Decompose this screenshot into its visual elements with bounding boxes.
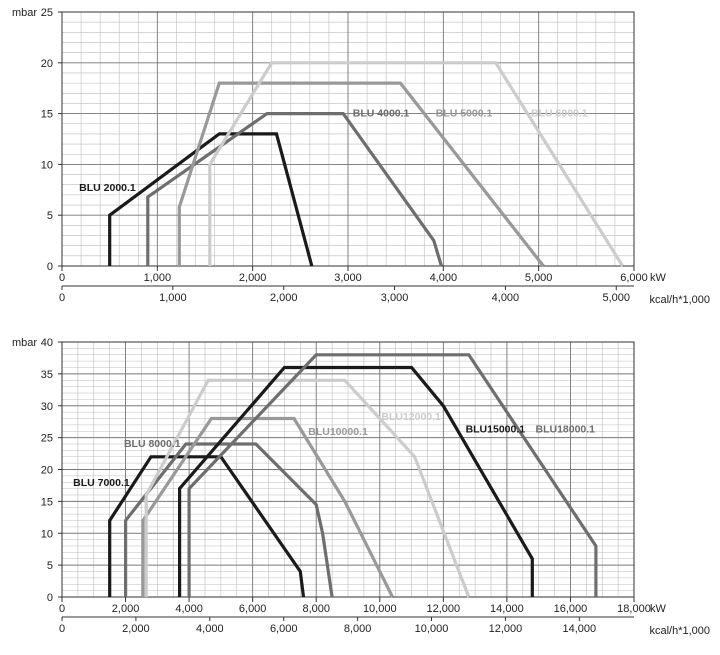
y-tick-label: 0 (47, 592, 53, 604)
x-tick-label: 18,000 (617, 603, 651, 615)
x-tick-label: 12,000 (427, 603, 461, 615)
y-tick-label: 40 (41, 337, 53, 349)
series-line-blu-5000-1 (177, 81, 545, 267)
x-tick-label: 4,000 (175, 603, 203, 615)
x2-tick-label: 5,000 (602, 292, 630, 304)
y-tick-label: 5 (47, 210, 53, 222)
x-tick-label: 14,000 (490, 603, 524, 615)
x2-tick-label: 14,000 (562, 623, 596, 635)
x2-tick-label: 6,000 (270, 623, 298, 635)
y-tick-label: 15 (41, 496, 53, 508)
x-axis-label: kW (650, 603, 667, 615)
x-tick-label: 0 (59, 603, 65, 615)
x-tick-label: 4,000 (430, 272, 458, 284)
y-tick-label: 0 (47, 261, 53, 273)
x2-tick-label: 4,000 (196, 623, 224, 635)
x-tick-label: 6,000 (239, 603, 267, 615)
x2-tick-label: 12,000 (489, 623, 523, 635)
x2-tick-label: 10,000 (415, 623, 449, 635)
x-tick-label: 10,000 (363, 603, 397, 615)
series-label: BLU 2000.1 (79, 182, 136, 194)
x-tick-label: 0 (59, 272, 65, 284)
series-label: BLU 6000.1 (531, 108, 588, 120)
y-tick-label: 10 (41, 528, 53, 540)
x2-tick-label: 2,000 (270, 292, 298, 304)
y-tick-label: 25 (41, 7, 53, 19)
x-tick-label: 3,000 (334, 272, 362, 284)
y-tick-label: 20 (41, 465, 53, 477)
y-tick-label: 15 (41, 109, 53, 121)
x2-tick-label: 0 (59, 292, 65, 304)
series-line-blu18000-1 (187, 353, 598, 597)
series-line-blu10000-1 (141, 416, 394, 598)
y-tick-label: 5 (47, 560, 53, 572)
series-label: BLU 8000.1 (124, 438, 181, 450)
series-label: BLU10000.1 (308, 426, 368, 438)
x-tick-label: 2,000 (112, 603, 140, 615)
series-label: BLU 4000.1 (353, 108, 410, 120)
y-tick-label: 35 (41, 369, 53, 381)
y-tick-label: 10 (41, 159, 53, 171)
series-label: BLU15000.1 (466, 424, 526, 436)
x-tick-label: 8,000 (302, 603, 330, 615)
series-line-blu-4000-1 (146, 111, 443, 267)
x-axis-label: kW (650, 272, 667, 284)
x2-tick-label: 8,000 (344, 623, 372, 635)
x-tick-label: 2,000 (239, 272, 267, 284)
x2-tick-label: 3,000 (381, 292, 409, 304)
x-tick-label: 1,000 (144, 272, 172, 284)
y-tick-label: 25 (41, 433, 53, 445)
x2-tick-label: 0 (59, 623, 65, 635)
y-tick-label: 20 (41, 58, 53, 70)
y-tick-label: 30 (41, 401, 53, 413)
series-label: BLU12000.1 (381, 411, 441, 423)
series-line-blu-8000-1 (123, 442, 334, 598)
series-label: BLU 5000.1 (436, 108, 493, 120)
series-label: BLU 7000.1 (73, 477, 130, 489)
x-tick-label: 16,000 (554, 603, 588, 615)
x-tick-label: 5,000 (525, 272, 553, 284)
chart-2: 0 5 10 15 20 25 30 35 40 mbar 0 2,000 4,000 6,000 8,00… (12, 337, 710, 637)
x2-axis-label: kcal/h*1,000 (649, 294, 710, 306)
series-line-blu12000-1 (144, 378, 471, 598)
chart-1: 0 5 10 15 20 25 mbar 0 1,000 2,000 3,000 4,000 5,000… (12, 7, 710, 306)
x2-tick-label: 4,000 (492, 292, 520, 304)
series-line-blu-6000-1 (208, 61, 624, 267)
x2-tick-label: 1,000 (159, 292, 187, 304)
y-axis-label: mbar (12, 7, 37, 19)
x2-axis-label: kcal/h*1,000 (649, 625, 710, 637)
series-line-blu-2000-1 (108, 132, 314, 267)
series-label: BLU18000.1 (535, 424, 595, 436)
x2-tick-label: 2,000 (122, 623, 150, 635)
y-axis-label: mbar (12, 337, 37, 349)
x-tick-label: 6,000 (620, 272, 648, 284)
series-line-blu15000-1 (178, 365, 534, 597)
